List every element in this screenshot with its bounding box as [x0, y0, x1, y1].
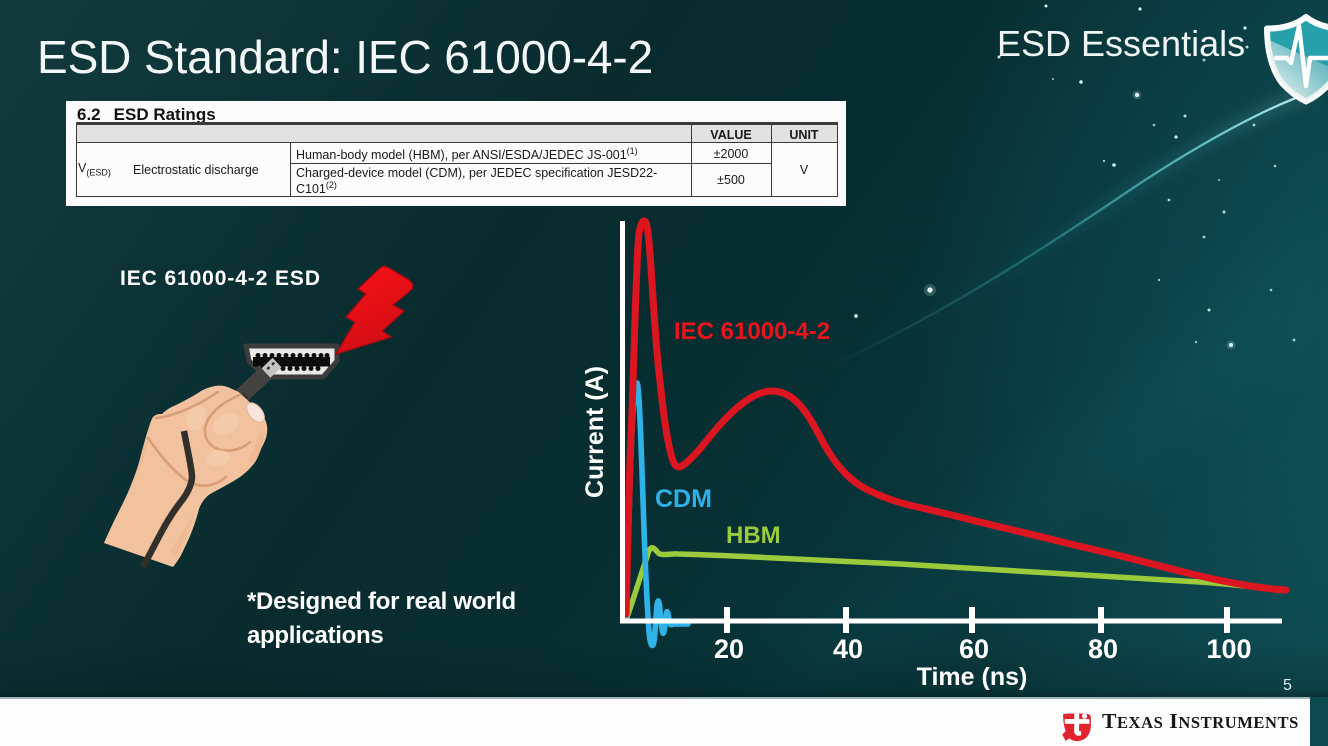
- svg-text:40: 40: [833, 634, 863, 664]
- svg-text:60: 60: [959, 634, 989, 664]
- svg-text:80: 80: [1088, 634, 1118, 664]
- svg-text:Time (ns): Time (ns): [917, 663, 1028, 691]
- svg-text:Current (A): Current (A): [581, 366, 609, 498]
- svg-text:CDM: CDM: [655, 485, 712, 513]
- svg-text:IEC 61000-4-2: IEC 61000-4-2: [674, 318, 830, 345]
- svg-text:20: 20: [714, 634, 744, 664]
- svg-text:100: 100: [1206, 634, 1251, 664]
- svg-text:HBM: HBM: [726, 522, 781, 549]
